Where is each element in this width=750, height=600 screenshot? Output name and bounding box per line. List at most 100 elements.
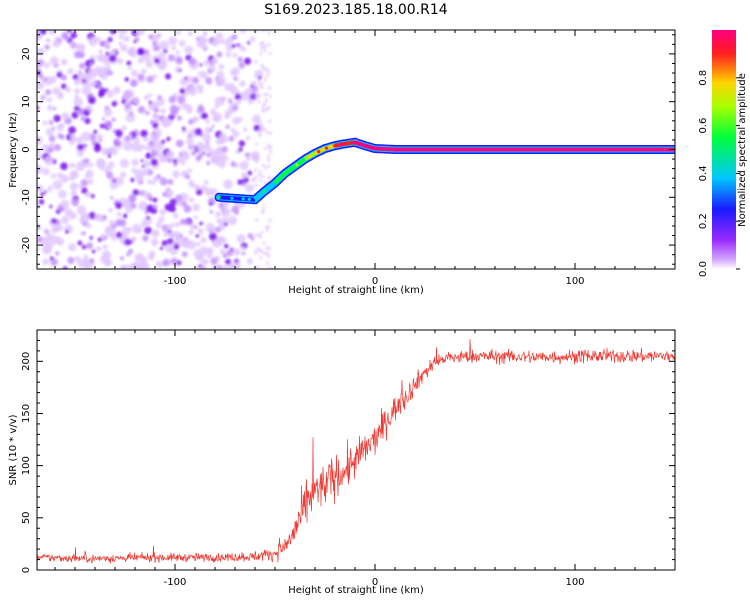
noise-blob (152, 197, 158, 203)
ridge-dot (433, 147, 437, 152)
noise-blob (269, 131, 273, 135)
noise-blob (265, 74, 269, 78)
noise-blob (126, 252, 131, 257)
noise-blob (245, 87, 254, 96)
spectrogram-content (37, 30, 675, 269)
noise-blob (222, 253, 228, 259)
ridge-dot (619, 147, 623, 152)
noise-blob (60, 216, 70, 225)
ridge-dot (597, 147, 602, 152)
noise-blob (121, 99, 126, 105)
noise-blob (37, 225, 41, 230)
noise-blob (115, 231, 123, 238)
noise-blob (267, 225, 271, 228)
noise-blob (60, 74, 67, 81)
x-tick-label: 0 (372, 577, 378, 588)
noise-blob (101, 117, 106, 121)
noise-blob (251, 85, 259, 93)
ridge-dot (649, 147, 653, 152)
noise-blob (71, 198, 79, 207)
noise-blob (263, 181, 267, 185)
noise-blob (193, 184, 200, 191)
noise-blob (217, 77, 226, 86)
noise-blob (125, 136, 130, 141)
noise-blob (107, 37, 113, 43)
noise-blob (188, 32, 192, 36)
noise-blob (235, 265, 241, 269)
noise-blob (118, 30, 128, 35)
noise-blob (176, 200, 182, 207)
noise-blob (118, 219, 127, 227)
noise-blob (37, 184, 44, 192)
noise-blob (177, 95, 186, 104)
noise-blob (259, 250, 263, 254)
noise-blob (255, 30, 259, 33)
noise-blob (183, 205, 192, 213)
noise-blob (101, 74, 108, 81)
noise-blob (209, 210, 214, 214)
noise-blob (50, 173, 57, 179)
noise-blob (82, 231, 86, 236)
noise-blob (99, 123, 105, 129)
ridge-dot (230, 196, 234, 200)
noise-blob (77, 69, 82, 74)
noise-blob (151, 229, 160, 238)
noise-blob (261, 208, 265, 212)
noise-blob (142, 235, 149, 242)
noise-blob (75, 136, 83, 144)
noise-blob (210, 38, 218, 46)
noise-blob (197, 71, 202, 76)
ridge-dot (283, 172, 287, 176)
noise-blob (263, 251, 267, 255)
noise-blob (196, 40, 204, 48)
noise-blob (260, 82, 264, 86)
y-tick-label: -20 (21, 237, 32, 253)
noise-blob (238, 44, 244, 51)
noise-blob (43, 62, 50, 69)
noise-blob (48, 135, 56, 143)
noise-blob (52, 39, 61, 48)
noise-blob (70, 189, 78, 197)
noise-blob (231, 34, 238, 40)
noise-blob (55, 251, 60, 256)
noise-blob (123, 89, 134, 99)
noise-blob (155, 221, 163, 229)
noise-blob (219, 133, 227, 141)
noise-blob (119, 171, 127, 178)
noise-blob (247, 170, 253, 176)
noise-blob (136, 47, 145, 56)
noise-blob (215, 32, 224, 41)
ridge-dot (442, 147, 446, 152)
noise-blob (206, 247, 214, 255)
noise-blob (150, 134, 156, 139)
noise-blob (110, 196, 114, 200)
noise-blob (115, 202, 123, 209)
noise-blob (219, 153, 229, 163)
noise-blob (175, 194, 183, 202)
noise-blob (161, 59, 168, 66)
noise-blob (228, 99, 233, 104)
noise-blob (264, 226, 268, 230)
noise-blob (107, 154, 112, 158)
ridge-dot (317, 150, 321, 154)
noise-blob (261, 104, 265, 108)
ridge-dot (241, 197, 245, 201)
noise-blob (96, 159, 102, 165)
noise-blob (141, 256, 147, 262)
noise-blob (266, 158, 270, 162)
noise-blob (197, 144, 207, 153)
snr-x-axis-label: Height of straight line (km) (288, 585, 424, 596)
noise-blob (237, 179, 243, 185)
noise-blob (42, 120, 48, 126)
noise-blob (140, 189, 147, 197)
noise-blob (133, 40, 137, 44)
colorbar-tick-label: 0.2 (698, 213, 709, 229)
noise-blob (161, 118, 171, 128)
noise-blob (192, 203, 200, 212)
noise-blob (206, 160, 211, 166)
x-tick-label: 0 (372, 276, 378, 287)
noise-blob (67, 256, 75, 264)
noise-blob (199, 71, 208, 79)
noise-blob (130, 69, 139, 77)
